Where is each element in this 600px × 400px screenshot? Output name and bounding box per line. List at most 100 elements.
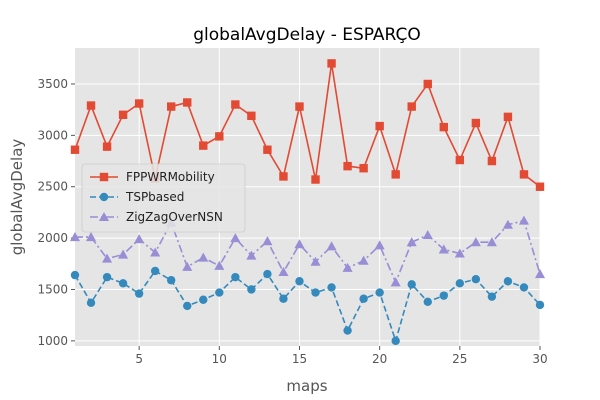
- data-point: [230, 233, 241, 243]
- data-point: [454, 248, 465, 258]
- data-point: [263, 145, 272, 154]
- data-point: [502, 219, 513, 229]
- data-point: [198, 252, 209, 262]
- data-point: [470, 237, 481, 247]
- data-point: [246, 250, 257, 260]
- data-point: [519, 283, 529, 292]
- data-point: [327, 283, 336, 292]
- x-axis-label: maps: [286, 377, 327, 395]
- data-point: [391, 336, 400, 346]
- data-point: [86, 101, 96, 110]
- data-point: [150, 266, 160, 276]
- data-point: [262, 236, 273, 246]
- data-point: [279, 294, 288, 303]
- data-point: [486, 237, 497, 247]
- data-point: [134, 234, 145, 244]
- data-point: [70, 145, 80, 154]
- data-point: [247, 285, 256, 294]
- data-point: [519, 170, 529, 179]
- data-point: [85, 232, 97, 242]
- data-point: [423, 79, 432, 89]
- data-point: [455, 155, 465, 165]
- x-tick-label: 15: [292, 352, 307, 366]
- data-point: [182, 261, 193, 271]
- data-point: [455, 279, 465, 288]
- data-point: [375, 121, 384, 131]
- series-TSPbased: [70, 266, 545, 346]
- data-point: [231, 100, 240, 109]
- data-point: [375, 288, 384, 297]
- y-tick-label: 3500: [37, 77, 68, 91]
- legend: FPPWRMobility TSPbased ZigZagOverNSN: [81, 163, 246, 233]
- data-point: [518, 215, 530, 225]
- data-point: [214, 260, 225, 270]
- data-point: [69, 232, 81, 242]
- data-point: [310, 256, 321, 266]
- axis-ticks: 5 10 15 20 25 30 1000 1500 2000 2500 3000 3500: [37, 77, 547, 366]
- data-point: [86, 298, 96, 308]
- data-point: [231, 272, 240, 282]
- data-point: [359, 164, 368, 173]
- data-point: [487, 156, 497, 166]
- y-tick-label: 2500: [37, 180, 68, 194]
- x-tick-label: 25: [452, 352, 467, 366]
- data-point: [118, 110, 128, 119]
- data-point: [535, 182, 545, 191]
- data-point: [374, 240, 385, 250]
- data-point: [534, 269, 546, 279]
- data-point: [471, 118, 481, 128]
- data-point: [327, 59, 336, 68]
- data-point: [167, 276, 176, 285]
- data-point: [343, 161, 352, 171]
- data-point: [278, 266, 289, 277]
- data-point: [183, 301, 192, 311]
- series-line: [74, 269, 541, 344]
- series-ZigZagOverNSN: [69, 215, 546, 287]
- data-point: [118, 249, 129, 259]
- data-point: [311, 175, 320, 184]
- data-point: [342, 262, 353, 272]
- data-point: [118, 279, 128, 288]
- data-point: [215, 288, 224, 297]
- x-tick-label: 30: [532, 352, 547, 366]
- legend-marker: [99, 192, 109, 202]
- legend-label: FPPWRMobility: [126, 170, 215, 184]
- data-point: [358, 255, 369, 265]
- data-point: [102, 142, 112, 151]
- data-point: [422, 229, 433, 240]
- data-point: [199, 141, 208, 150]
- data-point: [359, 294, 368, 303]
- data-point: [407, 102, 416, 111]
- data-point: [295, 102, 304, 111]
- x-tick-label: 5: [135, 352, 143, 366]
- data-point: [343, 326, 352, 335]
- series-line: [75, 219, 541, 285]
- data-point: [535, 300, 545, 310]
- data-point: [406, 237, 417, 247]
- data-point: [102, 253, 113, 263]
- data-point: [471, 275, 481, 284]
- data-point: [294, 239, 305, 249]
- data-point: [423, 297, 432, 307]
- data-point: [311, 288, 320, 297]
- data-point: [102, 272, 112, 282]
- data-point: [70, 270, 80, 280]
- data-point: [134, 99, 144, 108]
- data-point: [247, 111, 256, 121]
- legend-label: ZigZagOverNSN: [126, 210, 223, 224]
- data-point: [295, 277, 304, 286]
- data-point: [438, 244, 449, 254]
- legend-marker: [99, 172, 109, 182]
- x-tick-label: 20: [372, 352, 387, 366]
- data-point: [134, 289, 144, 298]
- data-point: [263, 269, 272, 279]
- data-point: [326, 241, 337, 251]
- y-tick-label: 1000: [37, 334, 68, 348]
- x-tick-label: 10: [212, 352, 227, 366]
- y-axis-label: globalAvgDelay: [8, 139, 26, 256]
- data-point: [391, 170, 400, 179]
- y-tick-label: 3000: [37, 128, 68, 142]
- data-point: [407, 280, 416, 289]
